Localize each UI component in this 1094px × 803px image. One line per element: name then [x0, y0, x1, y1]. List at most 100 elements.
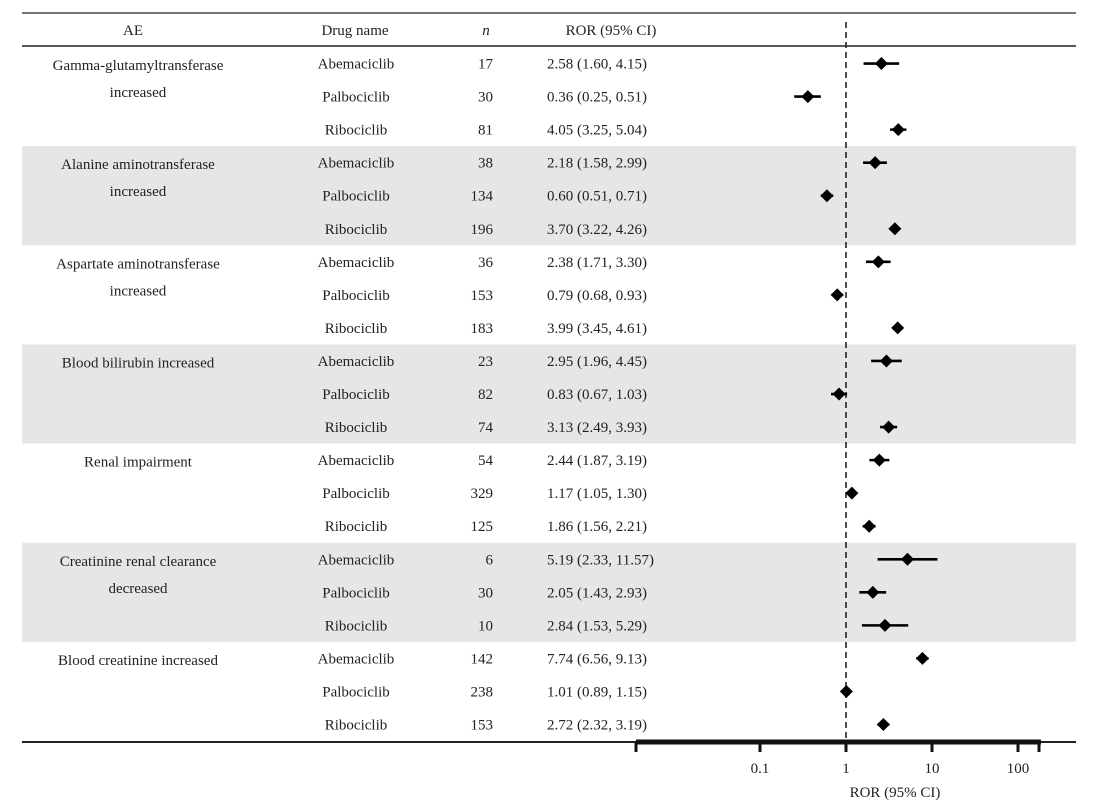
n-cell: 125 — [471, 519, 494, 535]
drug-name-cell: Ribociclib — [325, 519, 388, 535]
n-cell: 134 — [471, 189, 494, 205]
ror-ci-cell: 1.86 (1.56, 2.21) — [547, 519, 647, 535]
n-cell: 30 — [478, 90, 493, 106]
drug-name-cell: Ribociclib — [325, 123, 388, 139]
x-tick-label: 10 — [925, 761, 940, 777]
point-estimate — [839, 684, 853, 698]
drug-name-cell: Palbociclib — [322, 684, 390, 700]
drug-name-cell: Abemaciclib — [318, 57, 395, 73]
ror-ci-cell: 2.72 (2.32, 3.19) — [547, 718, 647, 734]
ror-ci-cell: 0.83 (0.67, 1.03) — [547, 387, 647, 403]
n-cell: 142 — [471, 651, 494, 667]
drug-name-cell: Palbociclib — [322, 486, 390, 502]
point-estimate — [845, 486, 859, 500]
drug-name-cell: Abemaciclib — [318, 255, 395, 271]
ror-ci-cell: 1.01 (0.89, 1.15) — [547, 684, 647, 700]
ror-ci-cell: 2.18 (1.58, 2.99) — [547, 156, 647, 172]
drug-name-cell: Palbociclib — [322, 585, 390, 601]
header-ae: AE — [123, 23, 143, 39]
ae-label: Creatinine renal clearance — [60, 554, 217, 570]
drug-name-cell: Abemaciclib — [318, 156, 395, 172]
drug-name-cell: Abemaciclib — [318, 453, 395, 469]
data-table: Gamma-glutamyltransferase increased Abemac… — [53, 57, 654, 734]
ror-ci-cell: 3.13 (2.49, 3.93) — [547, 420, 647, 436]
point-estimate — [871, 255, 885, 269]
ae-label: Gamma-glutamyltransferase — [53, 58, 224, 74]
n-cell: 10 — [478, 618, 493, 634]
point-estimate — [801, 90, 815, 104]
ae-label: Renal impairment — [84, 455, 193, 471]
n-cell: 183 — [471, 321, 494, 337]
header-ror: ROR (95% CI) — [566, 23, 657, 39]
n-cell: 196 — [471, 222, 494, 238]
point-estimate — [832, 387, 846, 401]
ae-label: increased — [110, 283, 167, 299]
n-cell: 74 — [478, 420, 494, 436]
ror-ci-cell: 4.05 (3.25, 5.04) — [547, 123, 647, 139]
n-cell: 38 — [478, 156, 493, 172]
drug-name-cell: Ribociclib — [325, 618, 388, 634]
ae-label: decreased — [108, 581, 168, 597]
point-estimate — [901, 552, 915, 566]
x-tick-label: 1 — [842, 761, 850, 777]
point-estimate — [876, 718, 890, 732]
ror-ci-cell: 2.44 (1.87, 3.19) — [547, 453, 647, 469]
point-estimate — [878, 618, 892, 632]
x-tick-label: 0.1 — [751, 761, 770, 777]
point-estimate — [891, 123, 905, 137]
drug-name-cell: Abemaciclib — [318, 552, 395, 568]
point-estimate — [862, 519, 876, 533]
ae-label: increased — [110, 85, 167, 101]
drug-name-cell: Palbociclib — [322, 90, 390, 106]
ae-label: increased — [110, 184, 167, 200]
point-estimate — [872, 453, 886, 467]
drug-name-cell: Ribociclib — [325, 321, 388, 337]
ror-ci-cell: 0.60 (0.51, 0.71) — [547, 189, 647, 205]
ae-label: Alanine aminotransferase — [61, 157, 215, 173]
ror-ci-cell: 3.99 (3.45, 4.61) — [547, 321, 647, 337]
x-tick-label: 100 — [1007, 761, 1030, 777]
n-cell: 6 — [486, 552, 494, 568]
ror-ci-cell: 3.70 (3.22, 4.26) — [547, 222, 647, 238]
drug-name-cell: Palbociclib — [322, 387, 390, 403]
drug-name-cell: Abemaciclib — [318, 651, 395, 667]
point-estimate — [830, 288, 844, 302]
drug-name-cell: Abemaciclib — [318, 354, 395, 370]
point-estimate — [868, 156, 882, 170]
n-cell: 153 — [471, 288, 494, 304]
n-cell: 329 — [471, 486, 494, 502]
n-cell: 82 — [478, 387, 493, 403]
point-estimate — [879, 354, 893, 368]
ror-ci-cell: 0.79 (0.68, 0.93) — [547, 288, 647, 304]
ror-ci-cell: 5.19 (2.33, 11.57) — [547, 552, 654, 568]
ror-ci-cell: 1.17 (1.05, 1.30) — [547, 486, 647, 502]
drug-name-cell: Ribociclib — [325, 222, 388, 238]
ror-ci-cell: 2.95 (1.96, 4.45) — [547, 354, 647, 370]
n-cell: 153 — [471, 718, 494, 734]
ror-ci-cell: 2.58 (1.60, 4.15) — [547, 57, 647, 73]
point-estimate — [874, 57, 888, 71]
drug-name-cell: Ribociclib — [325, 420, 388, 436]
point-estimate — [891, 321, 905, 335]
drug-name-cell: Palbociclib — [322, 288, 390, 304]
ror-ci-cell: 0.36 (0.25, 0.51) — [547, 90, 647, 106]
n-cell: 54 — [478, 453, 494, 469]
n-cell: 238 — [471, 684, 494, 700]
plot-marks — [794, 57, 938, 732]
ror-ci-cell: 2.05 (1.43, 2.93) — [547, 585, 647, 601]
n-cell: 36 — [478, 255, 494, 271]
n-cell: 81 — [478, 123, 493, 139]
n-cell: 30 — [478, 585, 493, 601]
point-estimate — [915, 651, 929, 665]
drug-name-cell: Palbociclib — [322, 189, 390, 205]
drug-name-cell: Ribociclib — [325, 718, 388, 734]
ae-label: Aspartate aminotransferase — [56, 256, 220, 272]
x-axis: 0.1 1 10 100 — [634, 739, 1041, 777]
header-n: n — [482, 23, 490, 39]
point-estimate — [820, 189, 834, 203]
x-axis-label: ROR (95% CI) — [850, 785, 941, 801]
point-estimate — [866, 585, 880, 599]
ror-ci-cell: 2.38 (1.71, 3.30) — [547, 255, 647, 271]
header-drug-name: Drug name — [321, 23, 388, 39]
